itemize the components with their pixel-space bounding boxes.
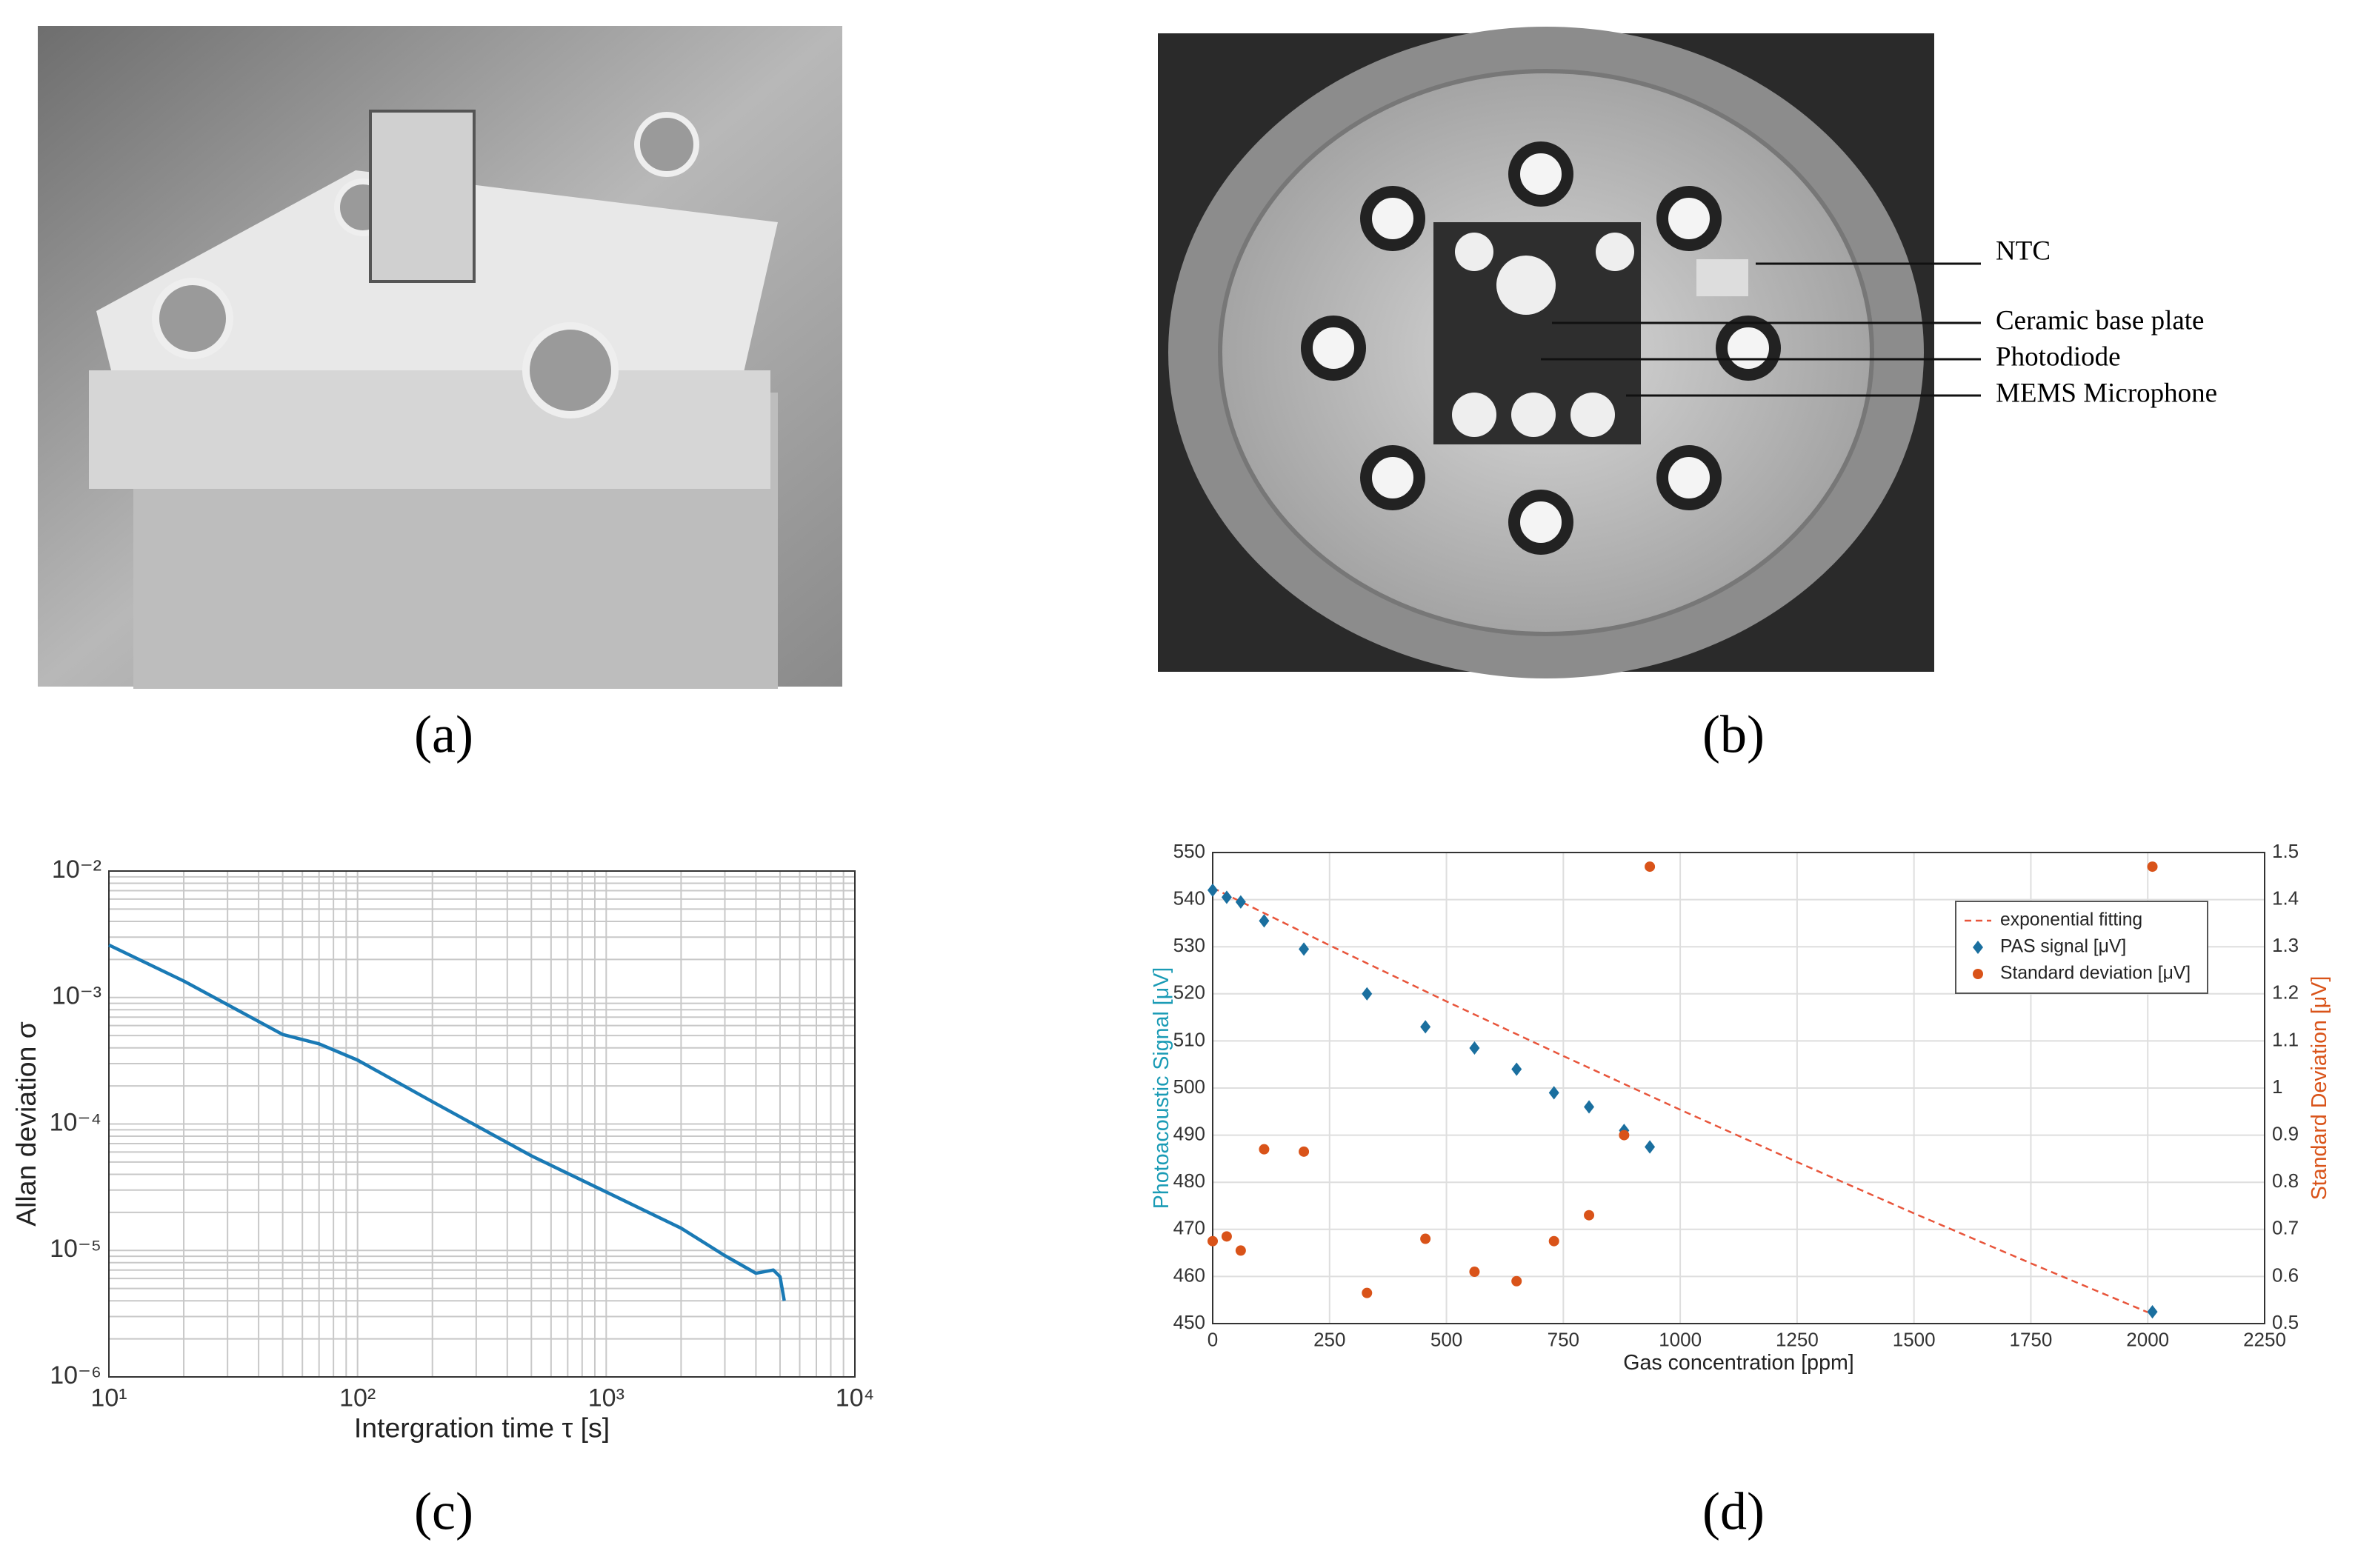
photo-label: Ceramic base plate <box>1996 305 2204 336</box>
x-tick-label: 500 <box>1430 1328 1462 1350</box>
panel-label: (a) <box>414 705 473 764</box>
x-tick-label: 10² <box>339 1384 376 1412</box>
data-point <box>1469 1267 1480 1278</box>
data-line <box>1212 887 2148 1313</box>
plot-frame <box>108 870 856 1378</box>
panel-label: (d) <box>1702 1482 1765 1541</box>
y-tick-label: 450 <box>1173 1311 1205 1333</box>
data-point <box>1548 1235 1559 1247</box>
legend-swatch <box>1973 941 1983 954</box>
x-tick-label: 0 <box>1208 1328 1218 1350</box>
y-axis-label: Allan deviation σ <box>10 1021 41 1227</box>
x-tick-label: 1250 <box>1776 1328 1819 1350</box>
y-tick-label: 10⁻⁵ <box>50 1235 101 1263</box>
x-tick-label: 250 <box>1313 1328 1345 1350</box>
legend-label: exponential fitting <box>2000 910 2142 930</box>
x-tick-label: 1000 <box>1659 1328 1702 1350</box>
data-point <box>1619 1130 1630 1141</box>
x-tick-label: 10¹ <box>90 1384 127 1412</box>
data-point <box>1235 895 1246 909</box>
legend-swatch <box>1973 969 1983 979</box>
data-point <box>1362 1287 1373 1298</box>
y2-tick-label: 1.1 <box>2272 1028 2299 1050</box>
data-point <box>1259 914 1270 928</box>
x-axis-label: Gas concentration [ppm] <box>1623 1351 1854 1375</box>
y-tick-label: 10⁻⁴ <box>50 1108 101 1136</box>
data-point <box>1362 987 1373 1001</box>
legend-label: Standard deviation [μV] <box>2000 964 2191 984</box>
y-axis-label: Photoacoustic Signal [μV] <box>1150 967 1173 1209</box>
y-tick-label: 470 <box>1173 1217 1205 1239</box>
x-tick-label: 10⁴ <box>836 1384 874 1412</box>
y-tick-label: 480 <box>1173 1170 1205 1192</box>
plot-frame <box>1212 852 2265 1324</box>
data-point <box>1208 883 1218 897</box>
x-tick-label: 1750 <box>2010 1328 2053 1350</box>
y-tick-label: 520 <box>1173 981 1205 1004</box>
y2-tick-label: 0.6 <box>2272 1264 2299 1286</box>
data-point <box>1299 1146 1310 1157</box>
data-point <box>1221 890 1232 904</box>
data-point <box>1645 861 1656 873</box>
y-tick-label: 10⁻⁶ <box>50 1361 101 1389</box>
y-tick-label: 550 <box>1173 840 1205 862</box>
y2-axis-label: Standard Deviation [μV] <box>2308 976 2331 1201</box>
y2-tick-label: 0.5 <box>2272 1311 2299 1333</box>
data-point <box>1420 1020 1431 1034</box>
y2-tick-label: 0.8 <box>2272 1170 2299 1192</box>
y-tick-label: 530 <box>1173 934 1205 956</box>
data-point <box>1511 1062 1522 1076</box>
x-tick-label: 10³ <box>588 1384 624 1412</box>
y-tick-label: 510 <box>1173 1028 1205 1050</box>
panel-label: (b) <box>1702 705 1765 764</box>
data-line <box>108 943 786 1301</box>
y-tick-label: 10⁻³ <box>52 982 101 1010</box>
y2-tick-label: 1.5 <box>2272 840 2299 862</box>
data-point <box>1208 1235 1218 1247</box>
x-tick-label: 750 <box>1548 1328 1579 1350</box>
data-point <box>1221 1231 1232 1242</box>
data-point <box>1584 1100 1595 1114</box>
y2-tick-label: 1.3 <box>2272 934 2299 956</box>
photo-label: MEMS Microphone <box>1996 378 2217 408</box>
photo-b: NTC Ceramic base plate Photodiode MEMS M… <box>1158 27 2217 678</box>
panel-label: (c) <box>414 1482 473 1541</box>
y-tick-label: 460 <box>1173 1264 1205 1286</box>
y-tick-label: 490 <box>1173 1122 1205 1144</box>
x-axis-label: Intergration time τ [s] <box>354 1412 610 1443</box>
data-point <box>2147 1305 2158 1319</box>
data-point <box>1645 1140 1656 1154</box>
data-point <box>1469 1041 1480 1055</box>
y2-tick-label: 1.2 <box>2272 981 2299 1004</box>
data-point <box>1235 1245 1246 1256</box>
y2-tick-label: 0.7 <box>2272 1217 2299 1239</box>
data-point <box>2147 861 2158 873</box>
y2-tick-label: 1 <box>2272 1075 2282 1098</box>
y2-tick-label: 1.4 <box>2272 887 2299 909</box>
y2-tick-label: 0.9 <box>2272 1122 2299 1144</box>
x-tick-label: 2000 <box>2126 1328 2169 1350</box>
data-point <box>1299 942 1310 956</box>
photo-label: Photodiode <box>1996 341 2121 372</box>
data-point <box>1420 1233 1431 1244</box>
legend <box>1955 901 2208 994</box>
data-point <box>1259 1144 1270 1155</box>
x-tick-label: 2250 <box>2243 1328 2286 1350</box>
photo-label: NTC <box>1996 236 2051 266</box>
data-point <box>1511 1275 1522 1287</box>
y-tick-label: 540 <box>1173 887 1205 909</box>
y-tick-label: 10⁻² <box>52 855 101 884</box>
data-point <box>1548 1086 1559 1100</box>
x-tick-label: 1500 <box>1893 1328 1936 1350</box>
legend-label: PAS signal [μV] <box>2000 937 2126 957</box>
data-point <box>1584 1210 1595 1221</box>
photo-a <box>38 26 842 689</box>
y-tick-label: 500 <box>1173 1075 1205 1098</box>
